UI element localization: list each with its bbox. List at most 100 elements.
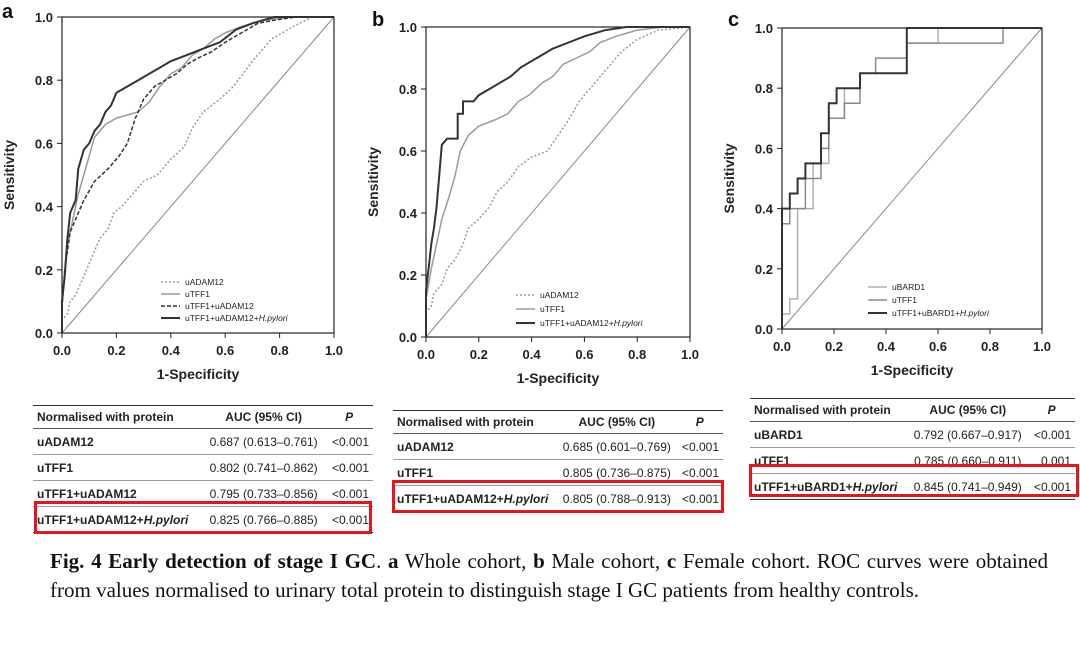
legend-entry: uTFF1+uADAM12+H.pylori xyxy=(185,313,289,323)
x-tick-label: 0.8 xyxy=(271,343,289,358)
reference-diagonal xyxy=(61,16,335,334)
table-row: uADAM12 0.685 (0.601–0.769) <0.001 xyxy=(393,433,723,460)
caption-separator: . xyxy=(376,549,389,573)
y-axis-label: Sensitivity xyxy=(365,147,381,217)
table-row-highlighted: uTFF1+uADAM12+H.pylori 0.805 (0.788–0.91… xyxy=(393,485,723,512)
y-tick-label: 0.0 xyxy=(399,330,417,345)
highlight-box-b xyxy=(392,480,724,513)
marker-name-italic: H.pylori xyxy=(143,512,189,527)
y-tick-label: 0.8 xyxy=(755,81,773,96)
y-tick-label: 0.6 xyxy=(35,136,53,151)
caption-panel-b-text: Male cohort, xyxy=(544,549,667,573)
caption-fig-label: Fig. 4 Early detection of stage I GC xyxy=(50,549,377,573)
p-value: <0.001 xyxy=(325,454,373,481)
y-tick-label: 0.8 xyxy=(399,82,417,97)
x-tick-label: 0.8 xyxy=(981,339,999,354)
y-tick-label: 1.0 xyxy=(399,20,417,35)
roc-curve xyxy=(61,16,334,333)
legend-entry: uADAM12 xyxy=(185,277,224,287)
y-axis-label: Sensitivity xyxy=(1,140,17,210)
x-axis-label: 1-Specificity xyxy=(157,366,240,382)
x-tick-label: 0.4 xyxy=(877,339,896,354)
roc-curve xyxy=(781,27,1042,329)
caption-panel-c-text: Female cohort. ROC curves were obtained … xyxy=(50,549,1049,602)
roc-chart-c: c 0.0 0.2 0.4 0.6 0.8 1.0 0.0 0.2 0.4 0.6 0.8 1.0 1-S… xyxy=(721,9,1051,378)
y-tick-label: 1.0 xyxy=(755,21,773,36)
column-header-auc: AUC (95% CI) xyxy=(907,398,1029,422)
x-axis-label: 1-Specificity xyxy=(517,370,600,386)
y-tick-label: 0.4 xyxy=(399,206,418,221)
legend-entry: uTFF1 xyxy=(892,295,917,305)
marker-name: uTFF1 xyxy=(33,454,203,481)
figure-charts: a 0.0 0.2 0.4 0.6 0.8 1.0 0.0 0.2 0.4 0.6 0.8 1.0 1-S… xyxy=(1,1,1051,386)
legend-entry: uTFF1+uADAM12+H.pylori xyxy=(540,318,644,328)
marker-name: uADAM12 xyxy=(393,433,558,460)
caption-panel-c-letter: c xyxy=(666,549,677,573)
x-tick-label: 0.6 xyxy=(216,343,234,358)
marker-name: uTFF1+uADAM12+H.pylori xyxy=(33,506,203,533)
table-header-row: Normalised with protein AUC (95% CI) P xyxy=(750,398,1075,422)
y-axis-label: Sensitivity xyxy=(721,143,737,213)
x-tick-label: 0.0 xyxy=(773,339,791,354)
caption-panel-a-letter: a xyxy=(388,549,399,573)
auc-table-a: Normalised with protein AUC (95% CI) P u… xyxy=(33,405,373,533)
caption-panel-a-text: Whole cohort, xyxy=(398,549,534,573)
y-tick-label: 0.6 xyxy=(399,144,417,159)
auc-value: 0.805 (0.788–0.913) xyxy=(557,485,677,512)
y-tick-label: 0.0 xyxy=(755,322,773,337)
y-tick-label: 0.4 xyxy=(35,200,54,215)
y-tick-label: 1.0 xyxy=(35,10,53,25)
p-value: <0.001 xyxy=(1028,421,1075,448)
x-tick-label: 0.0 xyxy=(417,347,435,362)
p-value: <0.001 xyxy=(325,428,373,455)
column-header-p: P xyxy=(1028,398,1075,422)
roc-curve xyxy=(425,26,690,337)
auc-value: 0.687 (0.613–0.761) xyxy=(202,428,326,455)
auc-value: 0.685 (0.601–0.769) xyxy=(557,433,677,460)
legend-entry: uTFF1+uADAM12 xyxy=(185,301,254,311)
y-tick-label: 0.2 xyxy=(755,262,773,277)
y-tick-label: 0.8 xyxy=(35,73,53,88)
column-header-p: P xyxy=(676,410,723,434)
table-header-row: Normalised with protein AUC (95% CI) P xyxy=(33,405,373,429)
plot-frame xyxy=(61,16,335,334)
plot-frame xyxy=(425,26,691,338)
roc-chart-a: a 0.0 0.2 0.4 0.6 0.8 1.0 0.0 0.2 0.4 0.6 0.8 1.0 1-S… xyxy=(1,1,343,382)
column-header-marker: Normalised with protein xyxy=(750,398,908,422)
panel-letter: b xyxy=(372,9,384,31)
x-tick-label: 0.0 xyxy=(53,343,71,358)
table-header-row: Normalised with protein AUC (95% CI) P xyxy=(393,410,723,434)
marker-name-italic: H.pylori xyxy=(503,491,549,506)
y-tick-label: 0.4 xyxy=(755,202,774,217)
figure-caption: Fig. 4 Early detection of stage I GC. a … xyxy=(50,547,1048,605)
marker-name-main: uTFF1+uBARD1+ xyxy=(754,479,853,494)
reference-diagonal xyxy=(425,26,691,338)
auc-value: 0.802 (0.741–0.862) xyxy=(202,454,326,481)
marker-name-main: uTFF1+uADAM12+ xyxy=(37,512,144,527)
y-tick-label: 0.6 xyxy=(755,141,773,156)
marker-name: uADAM12 xyxy=(33,428,203,455)
legend-entry: uBARD1 xyxy=(892,282,925,292)
panel-letter: a xyxy=(2,1,14,23)
p-value: <0.001 xyxy=(676,485,723,512)
table-row: uTFF1 0.802 (0.741–0.862) <0.001 xyxy=(33,454,373,481)
legend-entry: uTFF1+uBARD1+H.pylori xyxy=(892,308,990,318)
column-header-marker: Normalised with protein xyxy=(33,405,203,429)
x-tick-label: 1.0 xyxy=(1033,339,1051,354)
legend-entry: uTFF1 xyxy=(540,304,565,314)
x-tick-label: 0.2 xyxy=(470,347,488,362)
x-tick-label: 0.6 xyxy=(929,339,947,354)
x-tick-label: 1.0 xyxy=(325,343,343,358)
auc-value: 0.792 (0.667–0.917) xyxy=(907,421,1029,448)
panel-letter: c xyxy=(728,9,739,31)
legend-entry: uADAM12 xyxy=(540,290,579,300)
roc-chart-b: b 0.0 0.2 0.4 0.6 0.8 1.0 0.0 0.2 0.4 0.6 0.8 1.0 1-S… xyxy=(365,9,699,386)
y-tick-label: 0.2 xyxy=(399,268,417,283)
table-row-highlighted: uTFF1+uADAM12+H.pylori 0.825 (0.766–0.88… xyxy=(33,506,373,533)
x-tick-label: 0.4 xyxy=(523,347,542,362)
table-row: uBARD1 0.792 (0.667–0.917) <0.001 xyxy=(750,421,1075,448)
reference-diagonal xyxy=(781,27,1043,330)
column-header-p: P xyxy=(325,405,373,429)
table-row: uADAM12 0.687 (0.613–0.761) <0.001 xyxy=(33,428,373,455)
marker-name-main: uTFF1+uADAM12+ xyxy=(397,491,504,506)
